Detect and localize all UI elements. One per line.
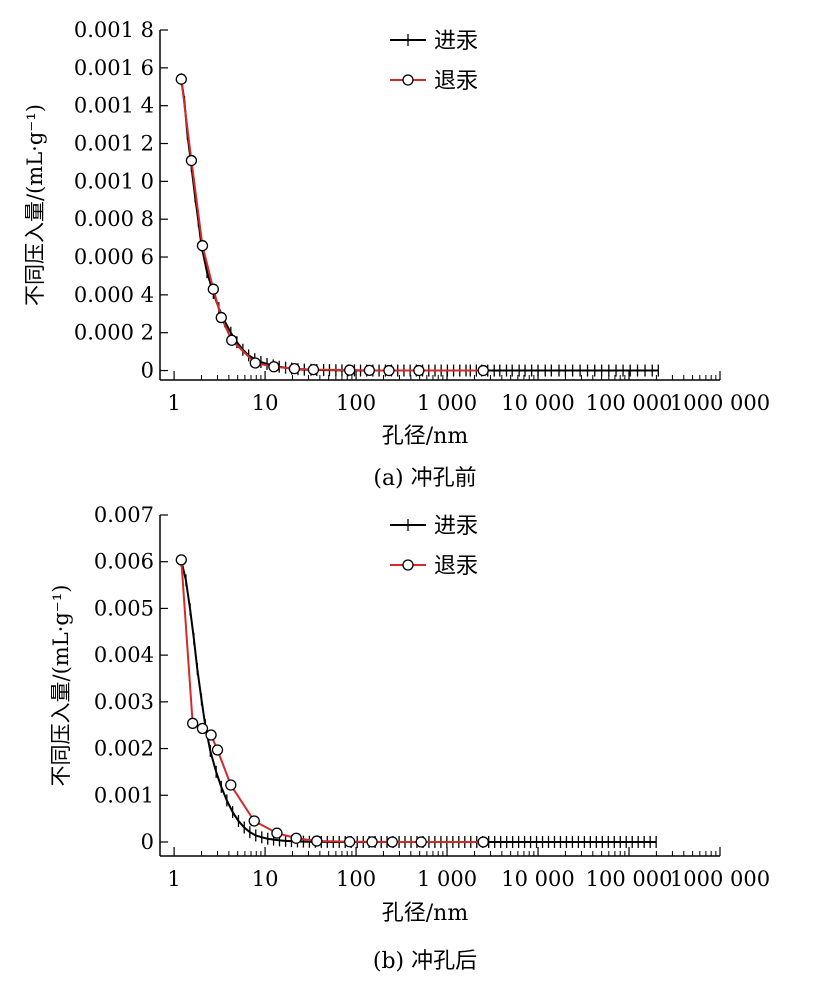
series-line — [180, 79, 659, 372]
x-tick-label: 1000 000 — [670, 867, 770, 891]
x-tick-label: 100 000 — [586, 391, 673, 415]
chart-caption: (a) 冲孔前 — [373, 466, 476, 491]
x-tick-label: 10 000 — [501, 867, 574, 891]
x-axis-title: 孔径/nm — [382, 424, 469, 449]
legend-circle-marker — [402, 559, 414, 571]
circle-marker — [187, 717, 199, 729]
x-tick-label: 1 — [167, 391, 180, 415]
x-tick-label: 1 — [167, 867, 180, 891]
y-tick-label: 0.007 — [94, 503, 154, 527]
circle-marker — [225, 779, 237, 791]
y-tick-label: 0 — [141, 830, 154, 854]
x-tick-label: 100 — [336, 867, 376, 891]
chart-b: 0 0.001 0.002 0.003 0.004 0.005 0.006 0.007 1 10 1… — [49, 503, 770, 974]
circle-marker — [415, 836, 427, 848]
circle-marker — [207, 283, 219, 295]
circle-marker — [205, 729, 217, 741]
circle-marker — [363, 364, 376, 377]
y-tick-label: 0.001 0 — [74, 169, 154, 193]
circle-marker — [248, 815, 260, 827]
legend-label: 进汞 — [434, 29, 478, 54]
circle-marker — [249, 357, 261, 369]
circle-marker — [307, 363, 320, 376]
x-tick-label: 100 000 — [586, 867, 673, 891]
y-tick-label: 0.000 8 — [74, 207, 154, 231]
circle-marker — [386, 836, 398, 848]
circle-marker — [383, 364, 395, 377]
legend-label: 退汞 — [434, 554, 478, 579]
y-tick-label: 0.000 2 — [74, 321, 154, 345]
x-tick-label: 100 — [336, 391, 376, 415]
x-tick-label: 1 000 — [417, 867, 477, 891]
circle-marker — [175, 554, 187, 566]
y-tick-label: 0.000 4 — [74, 283, 154, 307]
legend-label: 进汞 — [434, 514, 478, 539]
y-tick-label: 0.001 2 — [74, 132, 154, 156]
circle-marker — [311, 835, 323, 847]
circle-marker — [477, 364, 489, 377]
circle-marker — [211, 744, 224, 756]
legend-circle-marker — [402, 74, 414, 86]
circle-marker — [343, 836, 356, 848]
y-tick-label: 0.001 4 — [74, 94, 154, 118]
legend-item: 退汞 — [390, 554, 478, 579]
x-tick-label: 1000 000 — [670, 391, 770, 415]
legend-item: 退汞 — [390, 69, 478, 94]
series-extrusion — [175, 73, 489, 377]
x-tick-label: 10 — [252, 867, 279, 891]
y-tick-label: 0.005 — [94, 596, 154, 620]
circle-marker — [366, 836, 378, 848]
circle-marker — [175, 73, 187, 85]
legend-label: 退汞 — [434, 69, 478, 94]
circle-marker — [215, 311, 227, 324]
chart-caption: (b) 冲孔后 — [373, 949, 477, 974]
y-tick-label: 0 — [141, 359, 154, 383]
x-tick-label: 10 000 — [501, 391, 574, 415]
y-tick-label: 0.003 — [94, 690, 154, 714]
series-intrusion — [180, 73, 659, 377]
chart-a: 0 0.000 2 0.000 4 0.000 6 0.000 8 0.001 0 0.00… — [23, 18, 770, 491]
circle-marker — [290, 832, 302, 844]
y-tick-label: 0.004 — [94, 643, 154, 667]
legend-item: 进汞 — [390, 514, 478, 539]
circle-marker — [185, 154, 198, 167]
y-axis-title: 不同压入量/(mL·g⁻¹) — [23, 104, 47, 306]
x-tick-label: 10 — [252, 391, 279, 415]
y-tick-label: 0.000 6 — [74, 245, 154, 269]
y-tick-label: 0.006 — [94, 550, 154, 574]
circle-marker — [268, 361, 280, 373]
series-intrusion — [180, 554, 657, 848]
circle-marker — [343, 364, 356, 376]
x-tick-label: 1 000 — [417, 391, 477, 415]
series-line — [180, 560, 657, 843]
circle-marker — [288, 362, 301, 375]
circle-marker — [196, 722, 209, 735]
circle-marker — [226, 334, 238, 346]
y-tick-label: 0.001 6 — [74, 56, 154, 80]
circle-marker — [271, 827, 283, 839]
circle-marker — [477, 836, 489, 848]
series-line — [180, 79, 484, 372]
circle-marker — [196, 240, 209, 252]
y-tick-label: 0.001 8 — [74, 18, 154, 42]
x-axis-title: 孔径/nm — [382, 901, 469, 926]
circle-marker — [413, 364, 425, 377]
y-tick-label: 0.002 — [94, 737, 154, 761]
y-tick-label: 0.001 — [94, 783, 154, 807]
y-axis-title: 不同压入量/(mL·g⁻¹) — [49, 585, 73, 787]
series-extrusion — [175, 554, 489, 848]
legend-item: 进汞 — [390, 29, 478, 54]
